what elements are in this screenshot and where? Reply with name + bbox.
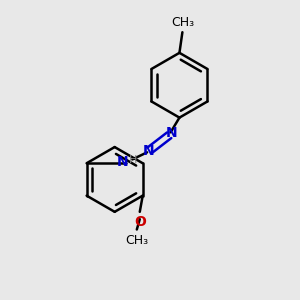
- Text: N: N: [143, 144, 154, 158]
- Text: O: O: [134, 215, 146, 229]
- Text: N: N: [116, 155, 128, 169]
- Text: H: H: [129, 155, 137, 165]
- Text: N: N: [166, 126, 177, 140]
- Text: CH₃: CH₃: [125, 234, 148, 247]
- Text: CH₃: CH₃: [171, 16, 194, 29]
